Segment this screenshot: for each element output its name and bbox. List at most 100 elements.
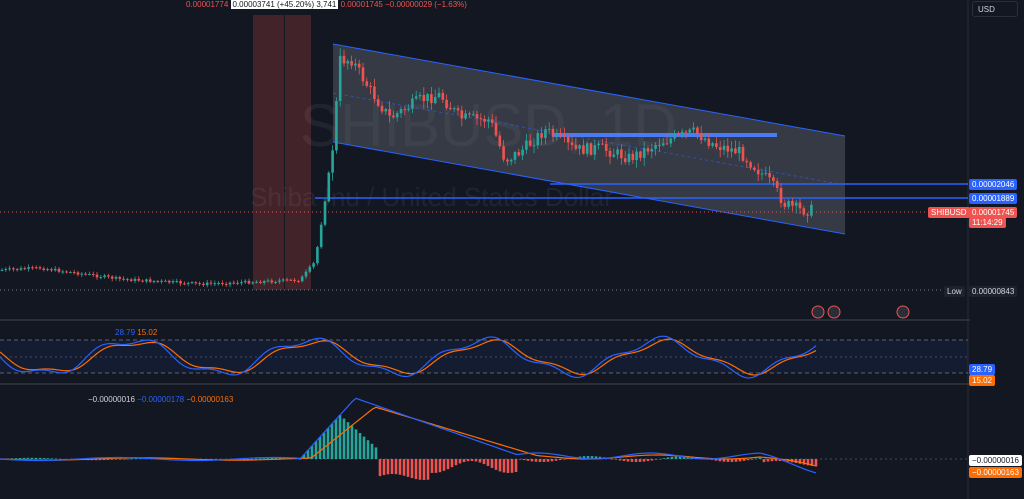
macd-bar xyxy=(106,459,110,460)
macd-bar xyxy=(98,459,102,461)
candle-body xyxy=(437,92,441,98)
macd-bar xyxy=(670,456,674,459)
candle-body xyxy=(53,268,57,271)
macd-bar xyxy=(478,459,482,463)
macd-bar xyxy=(54,458,58,460)
candle-body xyxy=(479,118,483,120)
macd-bar xyxy=(650,459,654,461)
macd-bar xyxy=(666,457,670,459)
macd-bar xyxy=(26,457,30,459)
macd-bar xyxy=(378,459,382,477)
event-markers[interactable] xyxy=(811,305,910,319)
macd-line[interactable] xyxy=(0,397,817,474)
macd-bar xyxy=(718,459,722,462)
candle-body xyxy=(281,279,285,281)
candle-body xyxy=(597,143,600,146)
candle-body xyxy=(635,151,638,161)
candle-body xyxy=(441,92,445,100)
us-flag-icon[interactable] xyxy=(827,305,841,319)
candle-body xyxy=(468,113,471,115)
us-flag-icon[interactable] xyxy=(811,305,825,319)
macd-bar xyxy=(94,459,98,461)
candle-body xyxy=(205,282,209,286)
macd-bar xyxy=(726,459,730,462)
candle-body xyxy=(388,109,391,116)
candle-body xyxy=(335,101,338,151)
candle-body xyxy=(627,153,631,163)
candle-body xyxy=(342,55,346,64)
us-flag-icon[interactable] xyxy=(896,305,910,319)
candle-body xyxy=(107,275,110,277)
macd-bar xyxy=(302,454,306,459)
macd-bar xyxy=(582,456,586,459)
macd-bar xyxy=(118,459,122,460)
macd-bar xyxy=(562,459,566,460)
candle-body xyxy=(718,147,722,150)
stoch-k-line[interactable] xyxy=(0,335,817,379)
macd-bar xyxy=(518,459,522,460)
candle-body xyxy=(270,280,274,283)
candle-body xyxy=(133,278,137,281)
candle-body xyxy=(555,132,559,137)
macd-bar xyxy=(766,459,770,462)
candle-body xyxy=(753,167,756,170)
candle-series[interactable] xyxy=(0,48,813,288)
candle-body xyxy=(114,276,118,279)
open-value: 0.00001774 xyxy=(186,0,229,9)
candle-body xyxy=(289,279,293,281)
macd-bar xyxy=(526,459,530,461)
candle-body xyxy=(392,115,395,118)
candle-body xyxy=(810,204,813,216)
macd-bar xyxy=(486,459,490,466)
stoch-d-line[interactable] xyxy=(0,338,817,376)
macd-bar xyxy=(450,459,454,468)
macd-bar xyxy=(362,436,366,459)
macd-bar xyxy=(522,459,526,461)
macd-bar xyxy=(346,422,350,459)
macd-bar xyxy=(46,458,50,459)
candle-body xyxy=(274,281,277,283)
candle-body xyxy=(642,148,646,158)
macd-bar xyxy=(778,459,782,462)
macd-bar xyxy=(634,459,638,462)
change-value: −0.00000029 (−1.63%) xyxy=(385,0,467,9)
candle-body xyxy=(175,281,179,283)
macd-bar xyxy=(610,458,614,460)
candle-body xyxy=(715,143,718,148)
candle-body xyxy=(84,273,87,275)
macd-bar xyxy=(446,459,450,470)
candle-body xyxy=(179,281,182,284)
candle-body xyxy=(551,128,555,137)
candle-body xyxy=(357,63,361,68)
macd-bar xyxy=(370,443,374,459)
candle-body xyxy=(156,281,160,283)
candle-body xyxy=(308,266,312,272)
candle-body xyxy=(266,280,270,282)
candle-body xyxy=(171,281,175,283)
candle-body xyxy=(403,109,407,111)
candle-body xyxy=(57,268,61,272)
candle-body xyxy=(259,281,262,283)
candle-body xyxy=(521,149,524,156)
macd-bar xyxy=(738,459,742,462)
currency-button[interactable]: USD xyxy=(972,1,1018,17)
channel-lower-line[interactable] xyxy=(332,141,846,235)
macd-bar xyxy=(410,459,414,479)
macd-bar xyxy=(458,459,462,464)
macd-bar xyxy=(546,459,550,462)
macd-bar xyxy=(714,459,718,461)
macd-bar xyxy=(510,459,514,473)
candle-body xyxy=(46,269,49,271)
channel-upper-line[interactable] xyxy=(332,43,846,137)
macd-bar xyxy=(470,459,474,462)
candle-body xyxy=(749,162,752,168)
candle-body xyxy=(483,118,486,122)
candle-body xyxy=(331,150,334,173)
macd-bar xyxy=(134,458,138,460)
candle-body xyxy=(80,273,84,275)
candle-body xyxy=(532,145,536,147)
candle-body xyxy=(384,109,388,112)
candle-body xyxy=(490,119,494,123)
candle-body xyxy=(741,146,745,161)
